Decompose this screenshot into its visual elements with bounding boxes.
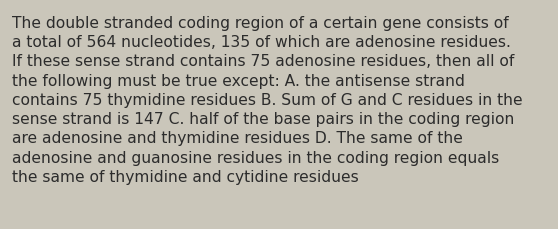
Text: The double stranded coding region of a certain gene consists of
a total of 564 n: The double stranded coding region of a c… [12, 16, 523, 184]
